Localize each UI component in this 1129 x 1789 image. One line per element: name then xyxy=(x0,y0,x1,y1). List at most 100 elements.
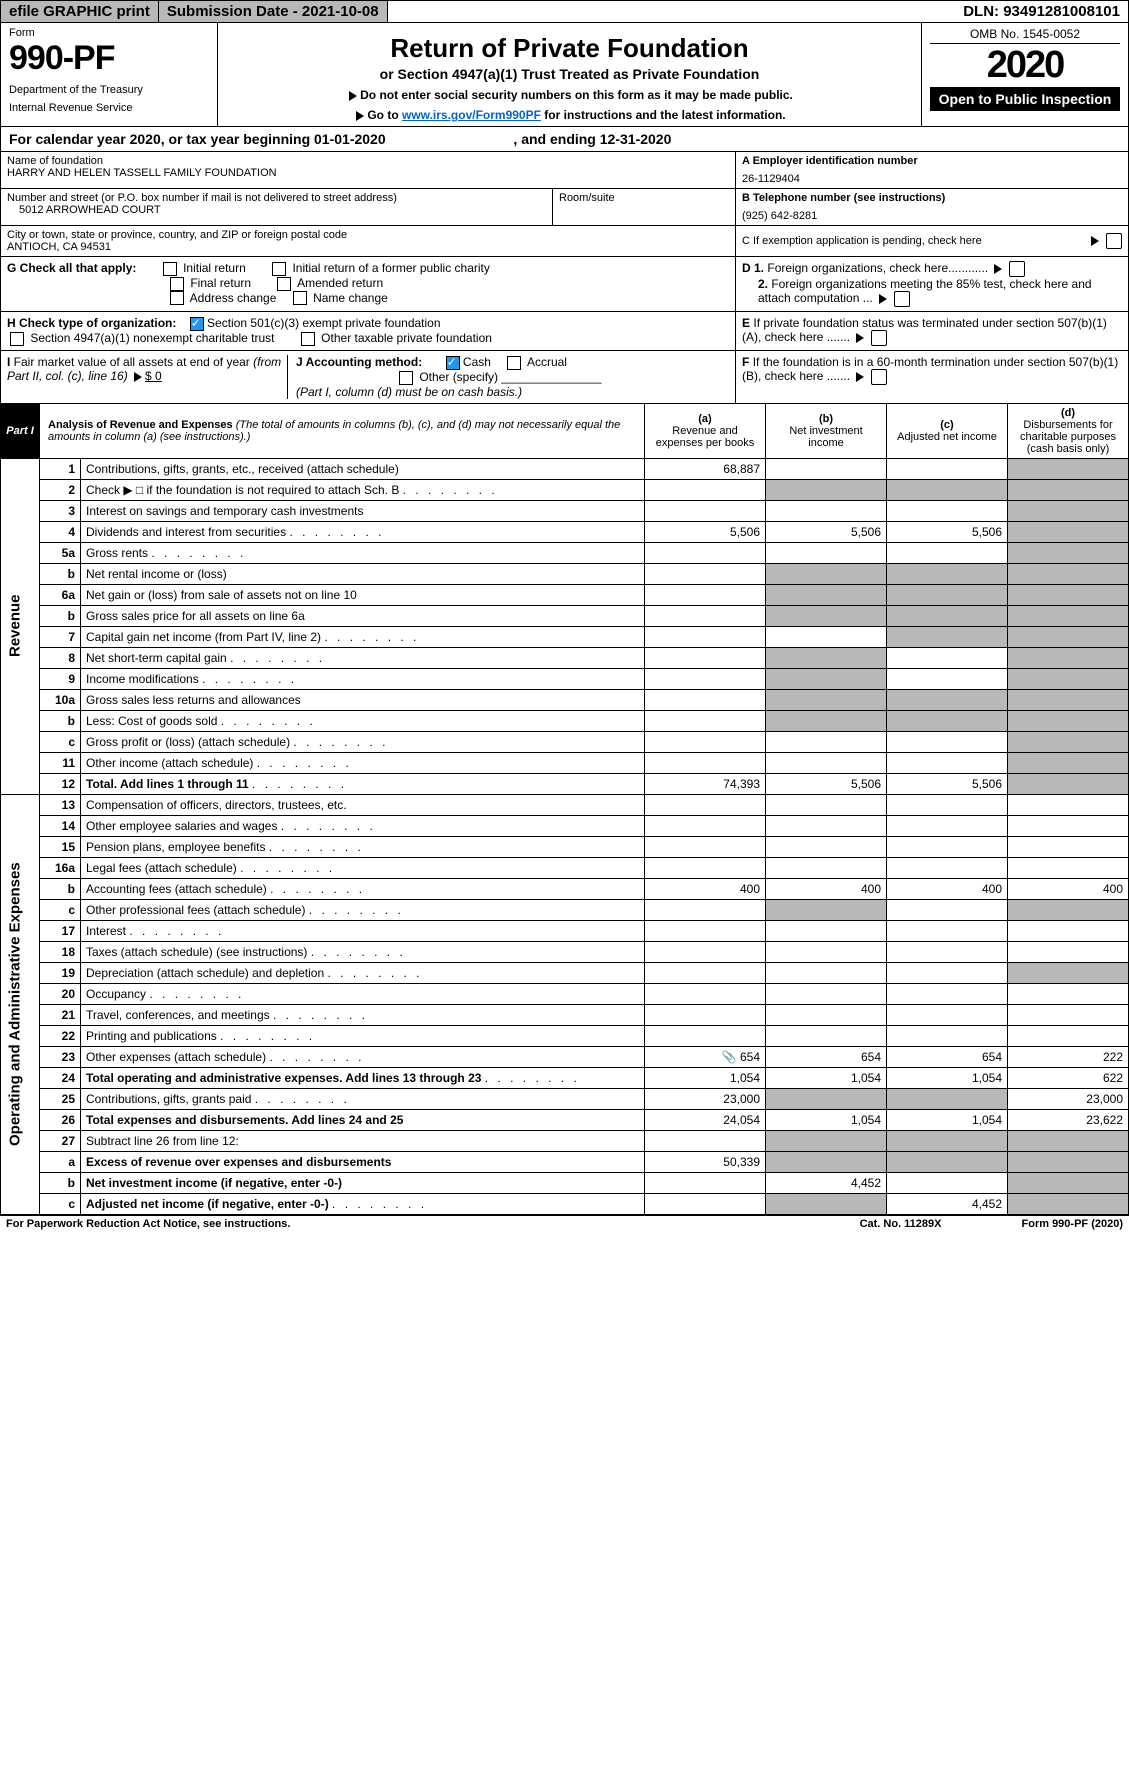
line-num: b xyxy=(40,878,81,899)
col-b xyxy=(766,1088,887,1109)
attachment-icon[interactable]: 📎 xyxy=(722,1050,737,1064)
line-desc: Interest on savings and temporary cash i… xyxy=(81,500,645,521)
g-label: G Check all that apply: xyxy=(7,261,136,275)
col-c: 5,506 xyxy=(887,773,1008,794)
notice-2-post: for instructions and the latest informat… xyxy=(541,108,786,122)
d1-checkbox[interactable] xyxy=(1009,261,1025,277)
col-d xyxy=(1008,899,1129,920)
line-num: 25 xyxy=(40,1088,81,1109)
4947-checkbox[interactable] xyxy=(10,332,24,346)
line-num: 14 xyxy=(40,815,81,836)
col-a xyxy=(645,542,766,563)
col-c xyxy=(887,752,1008,773)
col-d xyxy=(1008,1004,1129,1025)
col-b xyxy=(766,542,887,563)
line-num: 6a xyxy=(40,584,81,605)
col-b xyxy=(766,752,887,773)
col-b xyxy=(766,584,887,605)
irs: Internal Revenue Service xyxy=(9,102,209,114)
col-d xyxy=(1008,521,1129,542)
f-checkbox[interactable] xyxy=(871,369,887,385)
accrual-checkbox[interactable] xyxy=(507,356,521,370)
col-d xyxy=(1008,500,1129,521)
line-desc: Interest . . . . . . . . xyxy=(81,920,645,941)
line-desc: Dividends and interest from securities .… xyxy=(81,521,645,542)
col-b: 654 xyxy=(766,1046,887,1067)
other-tax-checkbox[interactable] xyxy=(301,332,315,346)
col-a: 50,339 xyxy=(645,1151,766,1172)
d2-checkbox[interactable] xyxy=(894,291,910,307)
col-a xyxy=(645,920,766,941)
line-desc: Other professional fees (attach schedule… xyxy=(81,899,645,920)
col-c xyxy=(887,605,1008,626)
addr: 5012 ARROWHEAD COURT xyxy=(7,204,546,216)
col-a xyxy=(645,647,766,668)
line-num: 3 xyxy=(40,500,81,521)
line-desc: Excess of revenue over expenses and disb… xyxy=(81,1151,645,1172)
501c3-checkbox[interactable] xyxy=(190,317,204,331)
dept: Department of the Treasury xyxy=(9,84,209,96)
form-number: 990-PF xyxy=(9,39,209,78)
col-a xyxy=(645,689,766,710)
col-b xyxy=(766,563,887,584)
line-desc: Taxes (attach schedule) (see instruction… xyxy=(81,941,645,962)
col-d xyxy=(1008,563,1129,584)
e-checkbox[interactable] xyxy=(871,330,887,346)
col-a: 400 xyxy=(645,878,766,899)
col-d xyxy=(1008,1193,1129,1214)
arrow-icon xyxy=(1091,236,1099,246)
arrow-icon xyxy=(356,111,364,121)
line-desc: Subtract line 26 from line 12: xyxy=(81,1130,645,1151)
col-d xyxy=(1008,542,1129,563)
line-num: 26 xyxy=(40,1109,81,1130)
irs-link[interactable]: www.irs.gov/Form990PF xyxy=(402,108,541,122)
name-row: Name of foundation HARRY AND HELEN TASSE… xyxy=(0,152,1129,189)
col-d xyxy=(1008,731,1129,752)
col-a xyxy=(645,836,766,857)
col-a xyxy=(645,899,766,920)
name-label: Name of foundation xyxy=(7,155,729,167)
col-c xyxy=(887,1130,1008,1151)
line-desc: Capital gain net income (from Part IV, l… xyxy=(81,626,645,647)
final-checkbox[interactable] xyxy=(170,277,184,291)
line-num: 18 xyxy=(40,941,81,962)
col-b xyxy=(766,1130,887,1151)
line-desc: Less: Cost of goods sold . . . . . . . . xyxy=(81,710,645,731)
col-c xyxy=(887,479,1008,500)
c-checkbox[interactable] xyxy=(1106,233,1122,249)
col-c xyxy=(887,458,1008,479)
col-b xyxy=(766,836,887,857)
col-d: 23,622 xyxy=(1008,1109,1129,1130)
foundation-name: HARRY AND HELEN TASSELL FAMILY FOUNDATIO… xyxy=(7,167,729,179)
line-desc: Contributions, gifts, grants, etc., rece… xyxy=(81,458,645,479)
col-b xyxy=(766,920,887,941)
form-title: Return of Private Foundation xyxy=(226,33,913,64)
col-b xyxy=(766,458,887,479)
col-b xyxy=(766,962,887,983)
col-c xyxy=(887,794,1008,815)
col-a: 68,887 xyxy=(645,458,766,479)
initial-checkbox[interactable] xyxy=(163,262,177,276)
col-a xyxy=(645,563,766,584)
initial-former-checkbox[interactable] xyxy=(272,262,286,276)
top-bar: efile GRAPHIC print Submission Date - 20… xyxy=(0,0,1129,23)
line-desc: Gross sales less returns and allowances xyxy=(81,689,645,710)
other-method-checkbox[interactable] xyxy=(399,371,413,385)
cash-checkbox[interactable] xyxy=(446,356,460,370)
col-b: 4,452 xyxy=(766,1172,887,1193)
arrow-icon xyxy=(856,372,864,382)
col-d xyxy=(1008,773,1129,794)
name-checkbox[interactable] xyxy=(293,291,307,305)
col-c: 1,054 xyxy=(887,1067,1008,1088)
paperwork-notice: For Paperwork Reduction Act Notice, see … xyxy=(6,1218,290,1230)
amended-checkbox[interactable] xyxy=(277,277,291,291)
footer: For Paperwork Reduction Act Notice, see … xyxy=(0,1215,1129,1232)
city-label: City or town, state or province, country… xyxy=(7,229,729,241)
address-checkbox[interactable] xyxy=(170,291,184,305)
g-section: G Check all that apply: Initial return I… xyxy=(0,257,1129,312)
line-num: 8 xyxy=(40,647,81,668)
tel-label: B Telephone number (see instructions) xyxy=(742,192,1122,204)
col-b: 5,506 xyxy=(766,773,887,794)
col-b: 1,054 xyxy=(766,1109,887,1130)
col-c xyxy=(887,1172,1008,1193)
